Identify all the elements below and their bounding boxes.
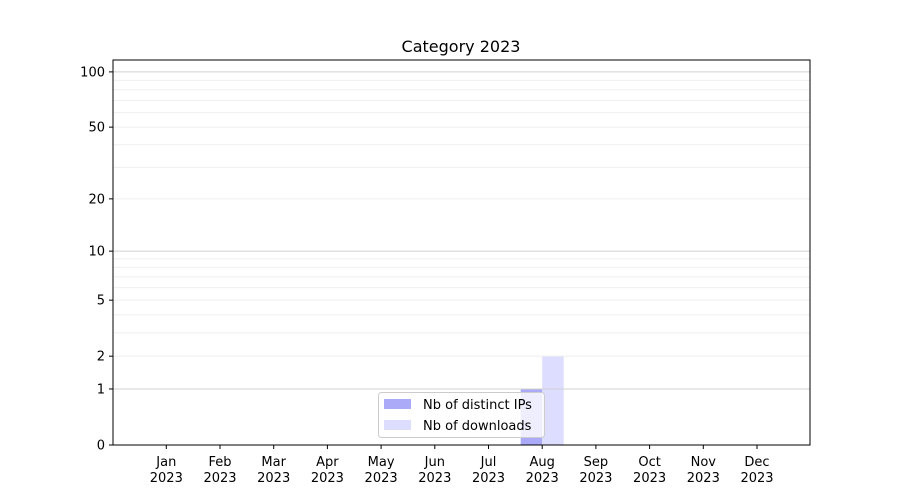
y-tick-label: 5 <box>97 294 105 309</box>
legend-label: Nb of downloads <box>423 419 532 434</box>
x-tick-label: Sep 2023 <box>579 455 612 486</box>
x-tick-label: Nov 2023 <box>687 455 720 486</box>
x-tick-label: Aug 2023 <box>526 455 559 486</box>
y-tick-label: 2 <box>97 350 105 365</box>
legend-swatch <box>384 420 411 430</box>
y-tick-label: 1 <box>97 382 105 397</box>
legend-box <box>378 392 545 438</box>
axes-frame <box>112 59 811 446</box>
x-tick-label: Dec 2023 <box>740 455 773 486</box>
legend-label: Nb of distinct IPs <box>423 398 532 413</box>
x-tick-label: May 2023 <box>365 455 398 486</box>
x-tick-label: Mar 2023 <box>257 455 290 486</box>
legend-swatch <box>384 399 411 409</box>
x-tick-label: Jul 2023 <box>472 455 505 486</box>
x-tick-label: Oct 2023 <box>633 455 666 486</box>
y-tick-label: 50 <box>88 121 105 136</box>
bar-downloads-7 <box>542 356 564 445</box>
y-tick-label: 10 <box>88 245 105 260</box>
y-tick-label: 0 <box>97 439 105 454</box>
x-tick-label: Feb 2023 <box>203 455 236 486</box>
x-tick-label: Apr 2023 <box>311 455 344 486</box>
y-tick-label: 20 <box>88 192 105 207</box>
y-tick-label: 100 <box>80 65 105 80</box>
x-tick-label: Jun 2023 <box>418 455 451 486</box>
chart-title: Category 2023 <box>402 37 521 56</box>
x-tick-label: Jan 2023 <box>150 455 183 486</box>
